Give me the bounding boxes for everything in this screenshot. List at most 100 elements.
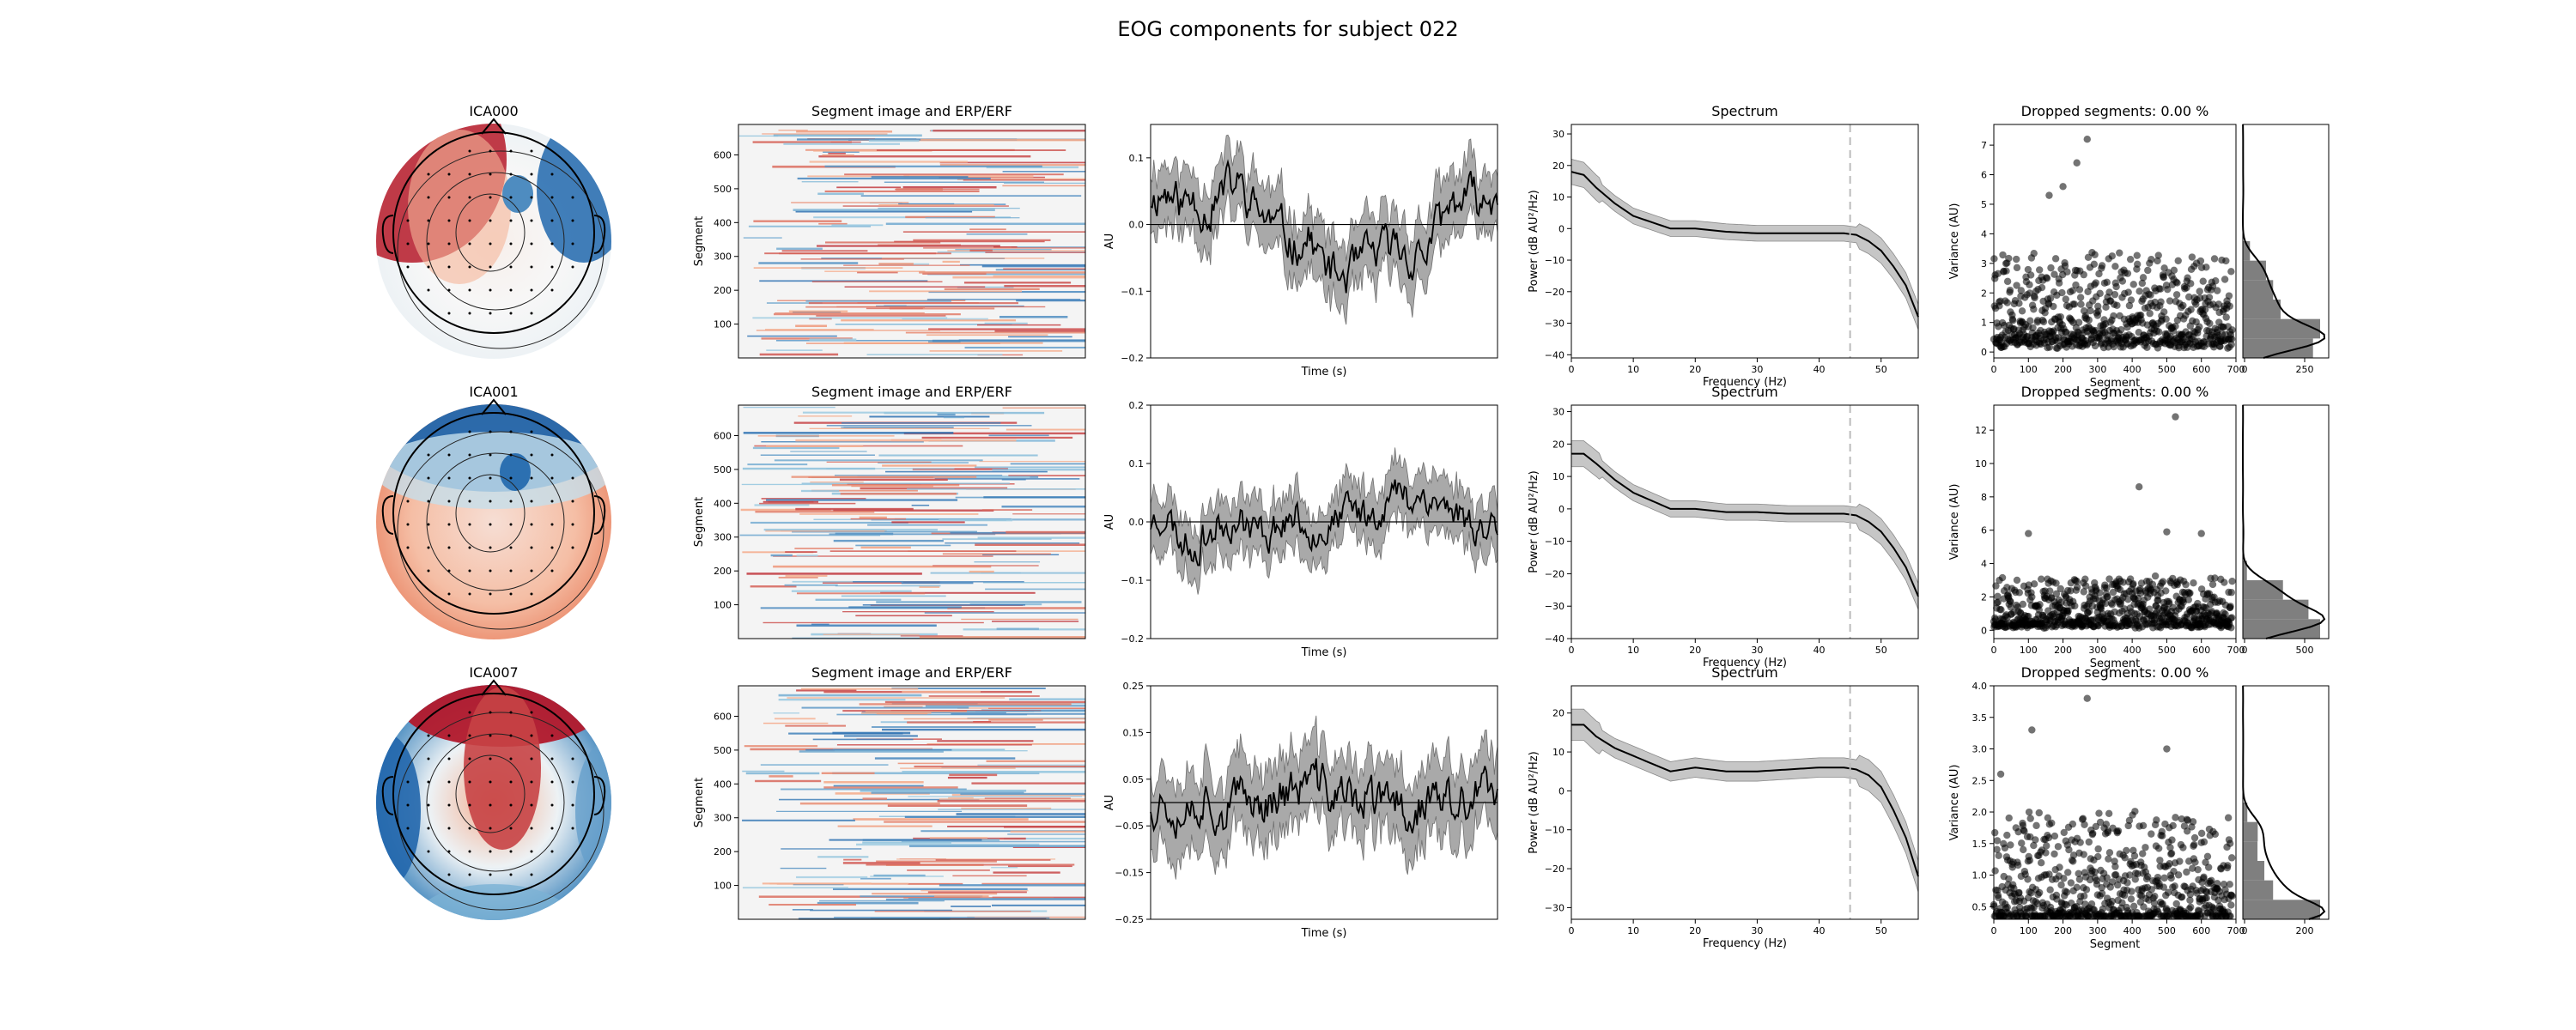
ytick-label: 0.0 <box>1129 220 1145 231</box>
ytick-label: 0.1 <box>1129 458 1145 470</box>
spectrum-xlabel: Frequency (Hz) <box>1703 657 1787 670</box>
ytick-label: 12 <box>1975 425 1987 436</box>
ytick-label: −10 <box>1545 825 1564 836</box>
ytick-label: 4 <box>1981 228 1987 239</box>
xtick-label: 20 <box>1689 645 1701 656</box>
segment-image-title: Segment image and ERP/ERF <box>811 384 1012 400</box>
ytick-label: 2 <box>1981 591 1987 603</box>
ytick-label: 6 <box>1981 170 1987 181</box>
xtick-label: 40 <box>1814 364 1826 375</box>
segment-image-stripes <box>738 130 1085 356</box>
segment-image-ylabel: Segment <box>693 216 706 267</box>
spectrum-line <box>1571 724 1919 877</box>
dropped-segments: Dropped segments: 0.00 %0 100 200 300 400 500… <box>1948 664 2245 951</box>
segment-image-ylabel: Segment <box>693 778 706 828</box>
spectrum-band <box>1571 440 1919 610</box>
ytick-label: −0.2 <box>1121 633 1144 645</box>
ytick-label: 200 <box>714 285 732 296</box>
ytick-label: 1 <box>1981 318 1987 329</box>
spectrum-ylabel: Power (dB AU²/Hz) <box>1528 470 1540 573</box>
xtick-label: 30 <box>1751 925 1763 936</box>
left-ear <box>381 776 394 815</box>
spectrum-ylabel: Power (dB AU²/Hz) <box>1528 751 1540 853</box>
nose <box>481 398 507 415</box>
xtick-label: 100 <box>2020 925 2038 936</box>
topomap-contours <box>397 712 605 911</box>
spectrum-band <box>1571 158 1919 330</box>
ytick-label: 0.1 <box>1129 153 1145 164</box>
erp-xlabel: Time (s) <box>1301 646 1347 659</box>
erp-mean-line <box>1150 159 1498 294</box>
ytick-label: 20 <box>1552 439 1564 450</box>
dropped-xlabel: Segment <box>2090 938 2141 951</box>
erp-trace: 0.1 0.0 −0.1 −0.2 Time (s) AU <box>1103 124 1498 379</box>
ytick-label: 1.5 <box>1972 839 1988 850</box>
xtick-label: 50 <box>1875 645 1887 656</box>
xtick-label: 400 <box>2123 925 2142 936</box>
histogram-frame <box>2242 685 2330 920</box>
xtick-label: 0 <box>2242 645 2248 656</box>
histogram-bar <box>2243 560 2247 580</box>
xtick-label: 0 <box>2242 925 2248 936</box>
left-ear <box>381 215 394 254</box>
ytick-label: 400 <box>714 217 732 228</box>
component-row-ica007: ICA007 Segment image and ERP/ERF100200300… <box>376 664 2330 951</box>
ytick-label: 4.0 <box>1972 681 1988 692</box>
dropped-title: Dropped segments: 0.00 % <box>2021 384 2209 400</box>
ytick-label: 10 <box>1552 747 1564 758</box>
dropped-title: Dropped segments: 0.00 % <box>2021 664 2209 681</box>
topomap-contours <box>397 431 605 630</box>
xtick-label: 10 <box>1627 925 1639 936</box>
ytick-label: 3 <box>1981 258 1987 270</box>
xtick-label: 400 <box>2123 364 2142 375</box>
histogram-bar <box>2243 241 2251 261</box>
segment-image-stripes <box>739 406 1085 639</box>
xtick-label: 50 <box>1875 925 1887 936</box>
histogram-bar <box>2243 338 2313 358</box>
spectrum-band <box>1571 708 1919 893</box>
xtick-label: 100 <box>2020 645 2038 656</box>
xtick-label: 600 <box>2192 364 2210 375</box>
ytick-label: 0.5 <box>1972 901 1988 912</box>
xtick-label: 50 <box>1875 364 1887 375</box>
variance-histogram: 0 200 <box>2242 685 2330 936</box>
ytick-label: 600 <box>714 430 732 441</box>
xtick-label: 600 <box>2192 925 2210 936</box>
component-row-ica001: ICA001 Segment image and ERP/ERF100200300… <box>376 384 2330 670</box>
histogram-bar <box>2243 280 2274 300</box>
xtick-label: 300 <box>2088 364 2106 375</box>
xtick-label: 100 <box>2020 364 2038 375</box>
ytick-label: −0.1 <box>1121 286 1144 297</box>
dropped-segments: Dropped segments: 0.00 %0 100 200 300 400 500… <box>1948 103 2245 390</box>
ytick-label: 100 <box>714 881 732 892</box>
topomap: ICA001 <box>376 384 611 639</box>
dropped-xlabel: Segment <box>2090 377 2141 390</box>
ytick-label: 10 <box>1552 471 1564 482</box>
xtick-label: 0 <box>2242 364 2248 375</box>
ytick-label: −0.15 <box>1115 868 1144 879</box>
xtick-label: 0 <box>1569 364 1575 375</box>
ytick-label: 100 <box>714 600 732 611</box>
xtick-label: 20 <box>1689 364 1701 375</box>
segment-image-ylabel: Segment <box>693 497 706 548</box>
ytick-label: 300 <box>714 532 732 543</box>
topomap-contours <box>397 150 605 349</box>
ytick-label: 2.5 <box>1972 775 1988 786</box>
variance-histogram: 0 250 <box>2242 124 2330 375</box>
histogram-bar <box>2243 300 2281 319</box>
xtick-label: 40 <box>1814 645 1826 656</box>
figure-title: EOG components for subject 022 <box>1117 17 1458 41</box>
ytick-label: −30 <box>1545 601 1564 612</box>
spectrum-line <box>1571 171 1919 318</box>
head-outline <box>392 131 595 334</box>
erp-trace: 0.2 0.1 0.0 −0.1 −0.2 Time (s) AU <box>1103 400 1498 659</box>
ytick-label: 0.05 <box>1123 774 1145 785</box>
dropped-ylabel: Variance (AU) <box>1948 203 1961 280</box>
right-ear <box>593 495 606 535</box>
xtick-label: 30 <box>1751 364 1763 375</box>
ytick-label: 5 <box>1981 199 1987 210</box>
spectrum-xlabel: Frequency (Hz) <box>1703 937 1787 950</box>
histogram-bar <box>2243 599 2309 620</box>
segment-image-frame <box>738 685 1086 920</box>
